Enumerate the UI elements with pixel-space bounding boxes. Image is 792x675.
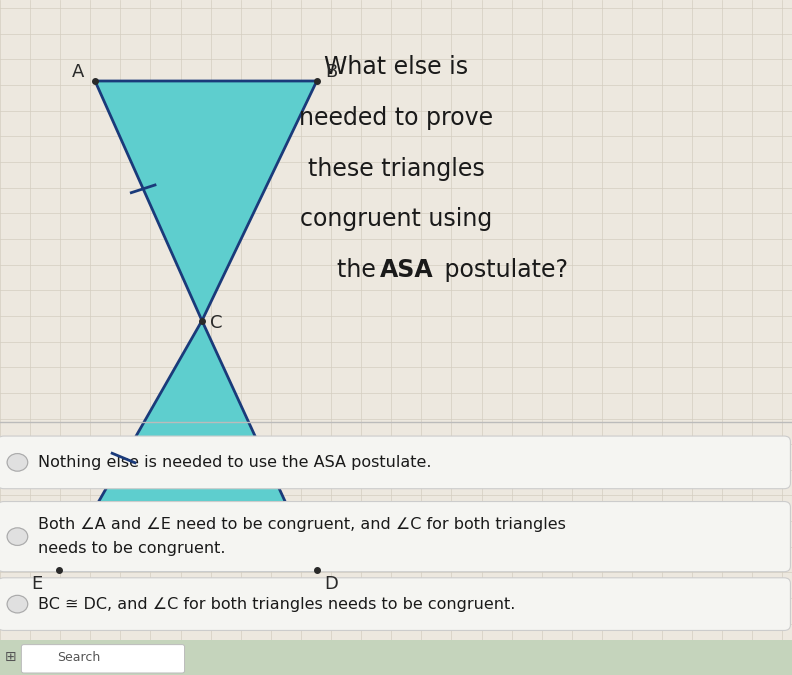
Text: A: A [71, 63, 84, 80]
Text: needs to be congruent.: needs to be congruent. [38, 541, 226, 556]
Text: D: D [324, 575, 338, 593]
Text: the: the [337, 258, 383, 282]
Text: E: E [32, 575, 43, 593]
Text: these triangles: these triangles [307, 157, 485, 181]
Text: BC ≅ DC, and ∠C for both triangles needs to be congruent.: BC ≅ DC, and ∠C for both triangles needs… [38, 597, 516, 612]
Polygon shape [95, 81, 317, 321]
Text: What else is: What else is [324, 55, 468, 80]
FancyBboxPatch shape [21, 645, 185, 673]
Text: congruent using: congruent using [300, 207, 492, 232]
Text: ASA: ASA [380, 258, 434, 282]
Text: Both ∠A and ∠E need to be congruent, and ∠C for both triangles: Both ∠A and ∠E need to be congruent, and… [38, 517, 566, 532]
FancyBboxPatch shape [0, 578, 790, 630]
Text: Search: Search [58, 651, 101, 664]
FancyBboxPatch shape [0, 640, 792, 675]
FancyBboxPatch shape [0, 502, 790, 572]
Text: needed to prove: needed to prove [299, 106, 493, 130]
Circle shape [7, 528, 28, 545]
Text: ⊞: ⊞ [5, 651, 16, 664]
Text: B: B [325, 63, 337, 80]
Polygon shape [59, 321, 317, 570]
Text: Nothing else is needed to use the ASA postulate.: Nothing else is needed to use the ASA po… [38, 455, 432, 470]
Text: postulate?: postulate? [437, 258, 568, 282]
Circle shape [7, 454, 28, 471]
FancyBboxPatch shape [0, 436, 790, 489]
Text: C: C [210, 315, 223, 332]
Circle shape [7, 595, 28, 613]
